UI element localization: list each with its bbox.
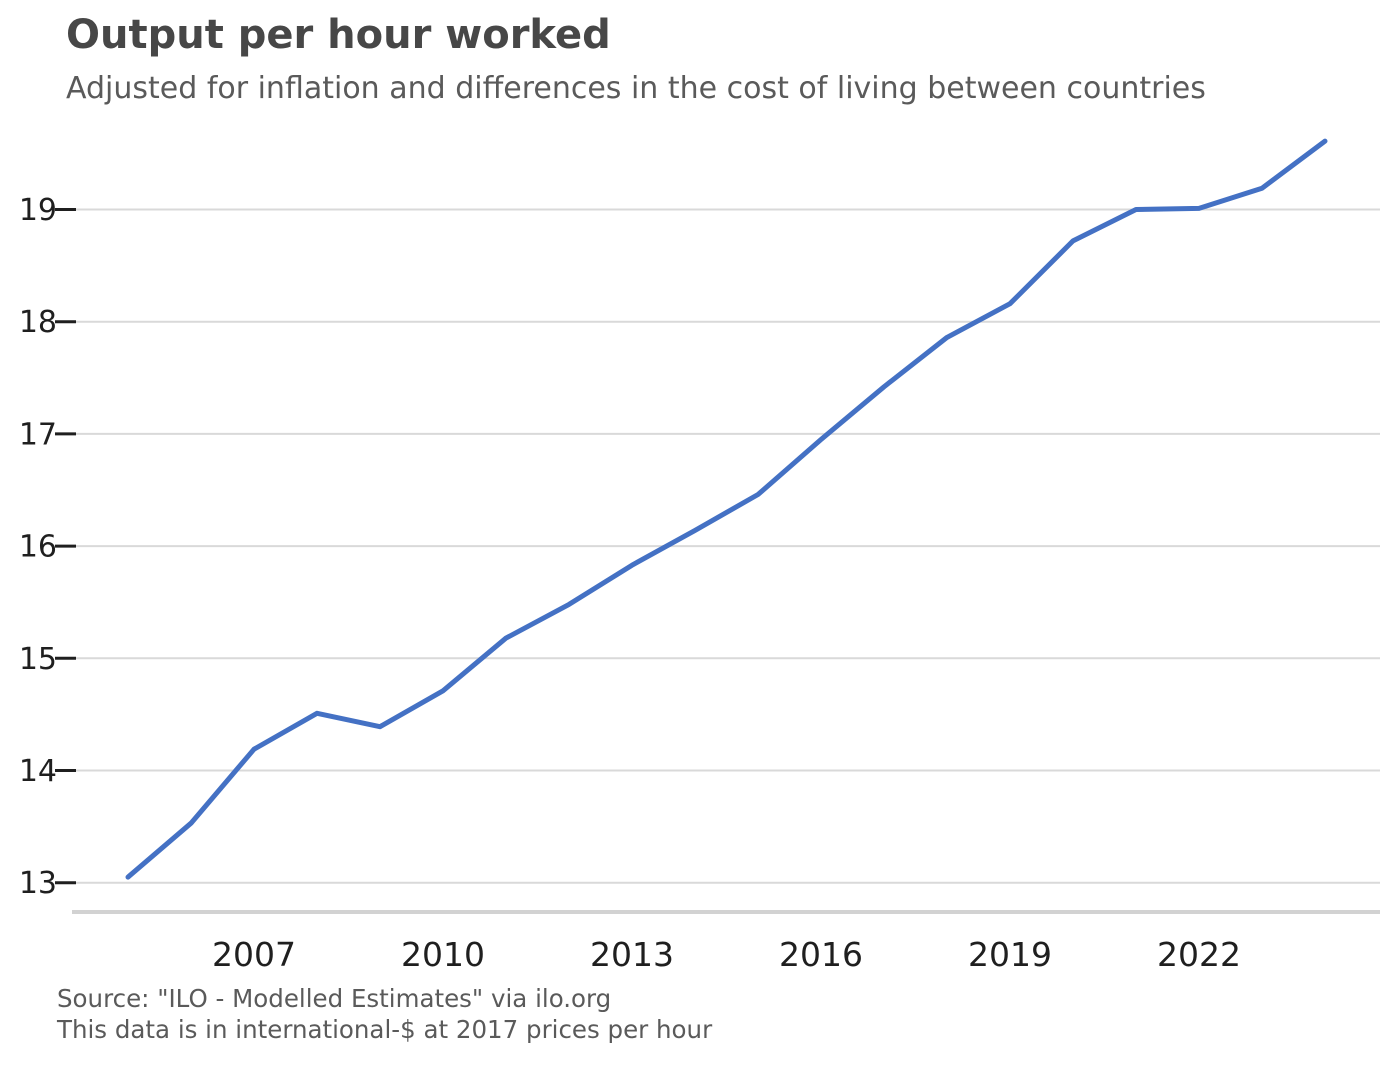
x-tick-label: 2016 — [779, 935, 863, 974]
chart-title: Output per hour worked — [66, 12, 611, 58]
x-tick-label: 2007 — [212, 935, 296, 974]
x-tick-label: 2010 — [401, 935, 485, 974]
data-series-line — [125, 138, 1328, 880]
y-tick-label: 19 — [19, 193, 57, 228]
y-tick-label: 13 — [19, 866, 57, 901]
y-tick-label: 15 — [19, 642, 57, 677]
y-tick-label: 18 — [19, 305, 57, 340]
source-text: Source: "ILO - Modelled Estimates" via i… — [57, 984, 612, 1013]
x-tick-label: 2019 — [968, 935, 1052, 974]
chart-footer: Source: "ILO - Modelled Estimates" via i… — [57, 983, 712, 1045]
note-text: This data is in international-$ at 2017 … — [57, 1015, 713, 1044]
x-tick-label: 2022 — [1157, 935, 1241, 974]
x-tick-label: 2013 — [590, 935, 674, 974]
y-tick-label: 14 — [19, 754, 57, 789]
chart-subtitle: Adjusted for inflation and differences i… — [66, 71, 1206, 106]
y-tick-label: 17 — [19, 417, 57, 452]
y-tick-label: 16 — [19, 530, 57, 565]
